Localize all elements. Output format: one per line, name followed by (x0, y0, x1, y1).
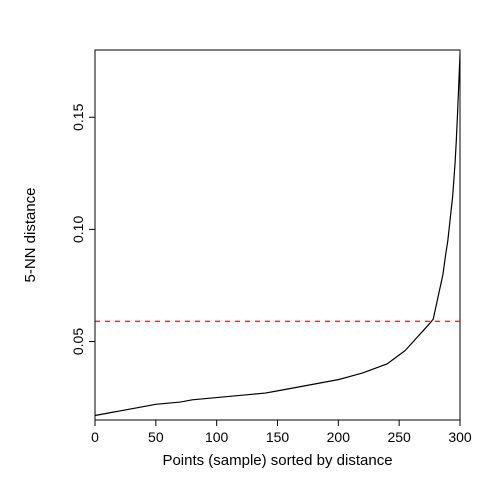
x-tick-label: 200 (327, 429, 351, 445)
y-tick-label: 0.10 (70, 216, 86, 243)
x-tick-label: 300 (448, 429, 472, 445)
y-tick-label: 0.15 (70, 103, 86, 130)
chart-bg (0, 0, 504, 504)
x-tick-label: 0 (91, 429, 99, 445)
x-tick-label: 50 (148, 429, 164, 445)
x-tick-label: 100 (205, 429, 229, 445)
x-tick-label: 150 (266, 429, 290, 445)
knn-distance-chart: 0 50 100 150 200 250 300 0.05 0.10 0.15 Points (sa… (0, 0, 504, 504)
x-tick-label: 250 (387, 429, 411, 445)
y-axis-label: 5-NN distance (22, 187, 39, 282)
y-tick-label: 0.05 (70, 328, 86, 355)
x-axis-label: Points (sample) sorted by distance (162, 452, 392, 469)
